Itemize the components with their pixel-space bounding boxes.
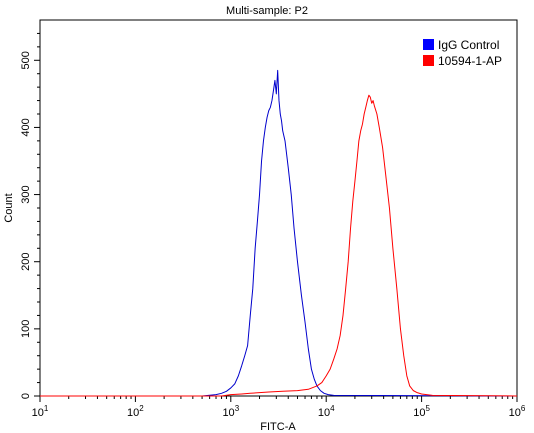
x-axis-label: FITC-A [260, 421, 296, 433]
y-tick-label: 100 [20, 320, 32, 338]
y-tick-label: 0 [20, 393, 32, 399]
series-line-1 [40, 94, 518, 397]
x-tick-label: 102 [127, 404, 144, 419]
legend-swatch-10594-1-ap [423, 55, 434, 66]
y-axis: 0 100 200 300 400 500 [20, 32, 40, 399]
legend-label-igg-control: IgG Control [438, 38, 499, 52]
chart-title: Multi-sample: P2 [226, 5, 308, 17]
series-layer [40, 69, 518, 397]
x-axis: 101 102 103 104 105 106 [32, 396, 526, 419]
legend-swatch-igg-control [423, 39, 434, 50]
x-tick-label: 101 [32, 404, 49, 419]
y-tick-label: 500 [20, 51, 32, 69]
y-tick-label: 300 [20, 185, 32, 203]
x-tick-label: 104 [318, 404, 335, 419]
legend-label-10594-1-ap: 10594-1-AP [438, 54, 502, 68]
y-tick-label: 400 [20, 118, 32, 136]
plot-frame [39, 19, 518, 397]
x-tick-label: 103 [222, 404, 239, 419]
legend: IgG Control 10594-1-AP [423, 38, 502, 68]
y-axis-label: Count [3, 193, 15, 222]
series-line-0 [40, 69, 518, 397]
x-tick-label: 106 [509, 404, 526, 419]
x-tick-label: 105 [413, 404, 430, 419]
y-tick-label: 200 [20, 253, 32, 271]
